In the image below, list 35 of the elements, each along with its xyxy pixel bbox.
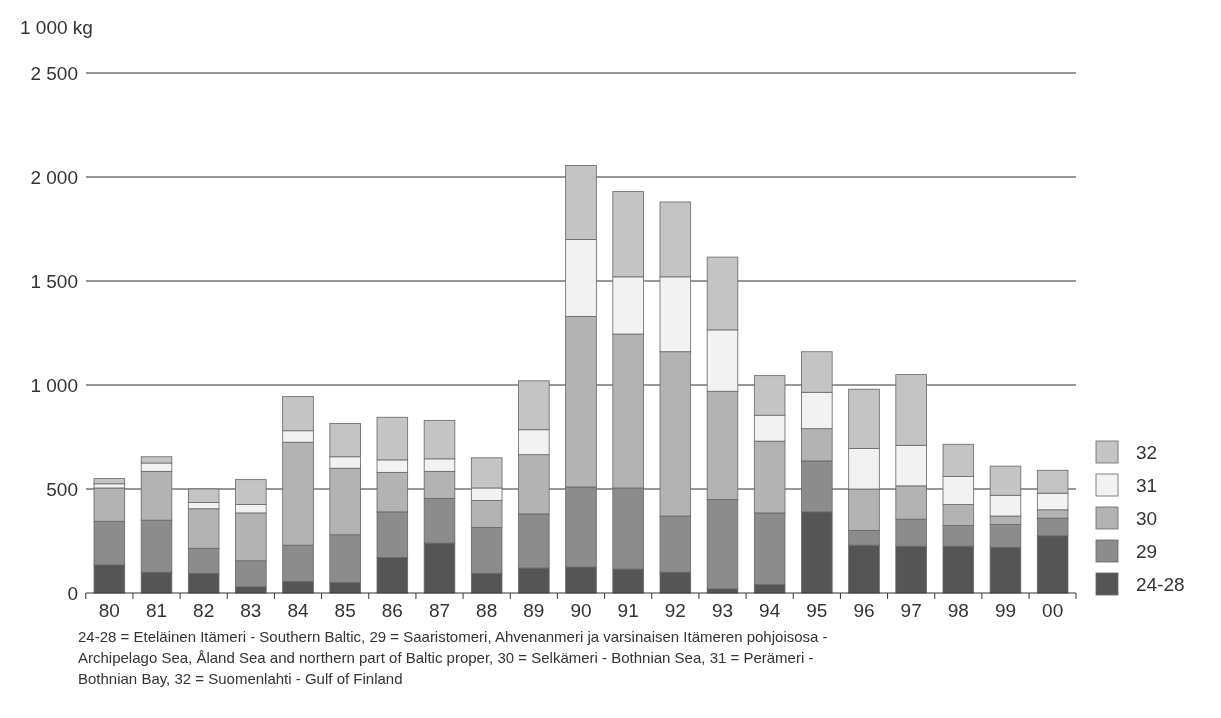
- legend-label: 32: [1136, 441, 1158, 463]
- x-tick-label: 88: [476, 600, 498, 621]
- y-tick-label: 2 000: [30, 166, 78, 188]
- x-tick-label: 92: [664, 600, 686, 621]
- legend-label: 30: [1136, 507, 1158, 529]
- x-tick-label: 97: [900, 600, 922, 621]
- legend-label: 24-28: [1136, 573, 1185, 595]
- y-tick-label: 0: [67, 582, 78, 604]
- x-tick-label: 96: [853, 600, 875, 621]
- x-tick-label: 81: [145, 600, 168, 621]
- legend-label: 31: [1136, 474, 1158, 496]
- x-tick-label: 00: [1042, 600, 1064, 621]
- x-tick-label: 82: [193, 600, 215, 621]
- x-tick-label: 83: [240, 600, 262, 621]
- y-tick-label: 500: [46, 478, 78, 500]
- x-tick-label: 89: [523, 600, 545, 621]
- x-tick-label: 80: [98, 600, 120, 621]
- x-tick-label: 98: [947, 600, 969, 621]
- x-tick-label: 94: [759, 600, 781, 621]
- x-tick-label: 84: [287, 600, 309, 621]
- x-tick-label: 95: [806, 600, 828, 621]
- x-tick-label: 91: [617, 600, 639, 621]
- y-axis-title: 1 000 kg: [20, 17, 93, 38]
- x-tick-label: 93: [711, 600, 734, 621]
- text: 24-28 = Eteläinen Itämeri - Southern Baltic, 29 = Saaristomeri, Ahvenanmeri ja varsinaisen Itämeren pohjoisosa - Archipelago Sea, Åland Sea and northern part of Baltic proper, 30 = Selkämeri - Bothnian Sea, 31 = Perämeri - Bothnian Bay, 32 = Suomenlahti - Gulf of Finland: [78, 628, 828, 687]
- y-tick-label: 2 500: [30, 62, 78, 84]
- x-tick-label: 99: [994, 600, 1017, 621]
- y-tick-label: 1 000: [30, 374, 78, 396]
- legend-label: 29: [1136, 540, 1158, 562]
- x-tick-label: 86: [381, 600, 403, 621]
- x-tick-label: 85: [334, 600, 356, 621]
- y-tick-label: 1 500: [30, 270, 78, 292]
- bar: [93, 478, 126, 485]
- x-tick-label: 90: [570, 600, 592, 621]
- x-tick-label: 87: [428, 600, 451, 621]
